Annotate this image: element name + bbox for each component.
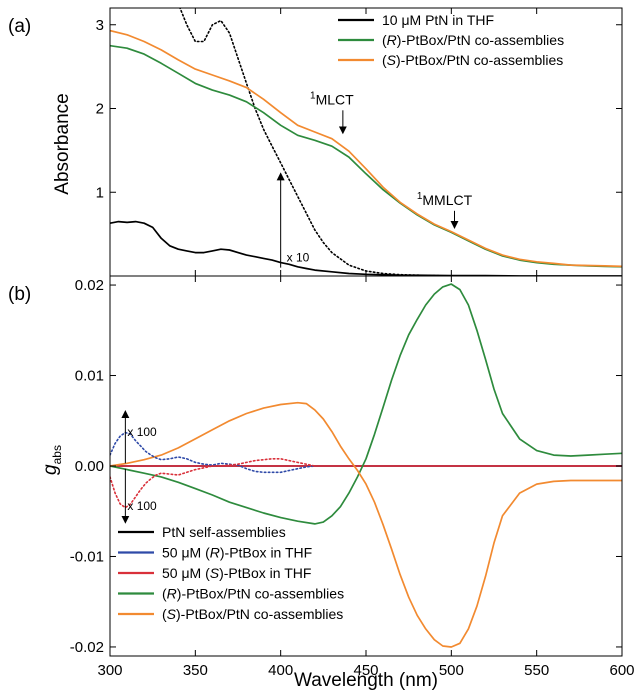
- legend-label-part: )-PtBox/PtN co-assemblies: [176, 606, 343, 622]
- panel-a-annotation-1-label: 1MMLCT: [417, 191, 473, 208]
- legend-label-part: )-PtBox in THF: [220, 545, 312, 561]
- x-tick-label-300: 300: [97, 662, 122, 679]
- panel-a-annotation-0-text: MLCT: [316, 91, 355, 107]
- panel-a-legend-label-r-ptbox-ptn-co-assemblies: (R)-PtBox/PtN co-assemblies: [382, 32, 564, 48]
- legend-label-part: (: [382, 32, 387, 48]
- panel-b-y-axis-title-sub: abs: [50, 445, 64, 464]
- panel-b-frame: [109, 275, 623, 657]
- panel-a-legend: 10 μM PtN in THF(R)-PtBox/PtN co-assembl…: [338, 12, 564, 68]
- x-tick-label-450: 450: [353, 662, 378, 679]
- panel-b-ticks: 300 350 400 450 500 550 600 -0.02 -0.01 0.00 0.01 0…: [70, 276, 635, 679]
- panel-b-annotation-1-label: x 100: [127, 499, 157, 513]
- panel-b-y-axis-title: gabs: [40, 445, 64, 475]
- panel-a-y-tick-label-2: 3: [96, 17, 104, 34]
- legend-label-part: )-PtBox/PtN co-assemblies: [396, 52, 563, 68]
- legend-label-part: (: [162, 606, 167, 622]
- panel-b-y-tick-label-0: -0.02: [70, 639, 104, 656]
- panel-a-label: (a): [8, 16, 31, 37]
- x-tick-label-500: 500: [439, 662, 464, 679]
- panel-a-frame: [109, 7, 623, 277]
- panel-b-legend-label-50-m-r-ptbox-in-thf: 50 μM (R)-PtBox in THF: [162, 545, 312, 561]
- legend-label-part: S: [167, 606, 177, 622]
- legend-label-part: R: [210, 545, 220, 561]
- panel-b-legend-label-ptn-self-assemblies: PtN self-assemblies: [162, 524, 286, 540]
- panel-b-y-tick-label-3: 0.01: [75, 368, 104, 385]
- legend-label-part: R: [167, 586, 177, 602]
- legend-label-part: 10 μM PtN in THF: [382, 12, 494, 28]
- panel-a-annotation-0-sup: 1: [310, 90, 316, 101]
- x-tick-label-600: 600: [609, 662, 634, 679]
- x-axis-title: Wavelength (nm): [294, 670, 438, 691]
- panel-a-series-s-ptbox-ptn-co-assemblies-line: [110, 29, 622, 268]
- panel-a-annotation-0-label: 1MLCT: [310, 90, 354, 107]
- panel-a-ticks: 1 2 3: [96, 8, 623, 276]
- panel-a-annotation-1-text: MMLCT: [422, 192, 472, 208]
- panel-a-annotation-1-sup: 1: [417, 191, 423, 202]
- x-tick-label-550: 550: [524, 662, 549, 679]
- panel-b-series-50-m-s-ptbox-in-thf-100-line: [110, 458, 316, 509]
- panel-b-series-50-m-r-ptbox-in-thf-100-line: [110, 431, 316, 474]
- panel-a-series-group: [110, 8, 622, 276]
- panel-b-legend-label-s-ptbox-ptn-co-assemblies: (S)-PtBox/PtN co-assemblies: [162, 606, 343, 622]
- legend-label-part: S: [210, 565, 220, 581]
- legend-label-part: )-PtBox/PtN co-assemblies: [397, 32, 564, 48]
- x-tick-label-350: 350: [183, 662, 208, 679]
- panel-b-annotations: x 100 x 100: [121, 410, 157, 524]
- legend-label-part: PtN self-assemblies: [162, 524, 286, 540]
- panel-a-series-r-ptbox-ptn-co-assemblies-line: [110, 44, 622, 268]
- panel-a-legend-label-s-ptbox-ptn-co-assemblies: (S)-PtBox/PtN co-assemblies: [382, 52, 563, 68]
- legend-label-part: )-PtBox/PtN co-assemblies: [177, 586, 344, 602]
- panel-a-annotation-2-label: x 10: [287, 251, 310, 265]
- panel-b-annotation-0-label: x 100: [127, 425, 157, 439]
- legend-label-part: )-PtBox in THF: [219, 565, 311, 581]
- panel-b-gabs: (b) gabs x 100 x 100 300 350 400 450 500 550 60…: [8, 275, 635, 679]
- panel-b-y-tick-label-1: -0.01: [70, 548, 104, 565]
- panel-b-y-axis-title-main: g: [40, 464, 61, 475]
- panel-a-legend-label-10-m-ptn-in-thf: 10 μM PtN in THF: [382, 12, 494, 28]
- panel-a-y-axis-title: Absorbance: [52, 93, 73, 194]
- panel-b-legend-label-50-m-s-ptbox-in-thf: 50 μM (S)-PtBox in THF: [162, 565, 311, 581]
- panel-a-y-tick-label-1: 2: [96, 101, 104, 118]
- panel-b-legend-label-r-ptbox-ptn-co-assemblies: (R)-PtBox/PtN co-assemblies: [162, 586, 344, 602]
- legend-label-part: 50 μM (: [162, 545, 210, 561]
- panel-a-series-10-m-ptn-in-thf-line: [110, 220, 622, 276]
- panel-b-y-tick-label-2: 0.00: [75, 458, 104, 475]
- legend-label-part: S: [387, 52, 397, 68]
- panel-b-series-s-ptbox-ptn-co-assemblies-line: [110, 401, 622, 648]
- x-tick-label-400: 400: [268, 662, 293, 679]
- legend-label-part: (: [382, 52, 387, 68]
- legend-label-part: 50 μM (: [162, 565, 210, 581]
- panel-a-y-tick-label-0: 1: [96, 184, 104, 201]
- panel-b-label: (b): [8, 284, 31, 305]
- legend-label-part: R: [387, 32, 397, 48]
- panel-b-y-tick-label-4: 0.02: [75, 277, 104, 294]
- legend-label-part: (: [162, 586, 167, 602]
- panel-b-series-r-ptbox-ptn-co-assemblies-line: [110, 283, 622, 525]
- panel-b-series-group: [110, 283, 622, 648]
